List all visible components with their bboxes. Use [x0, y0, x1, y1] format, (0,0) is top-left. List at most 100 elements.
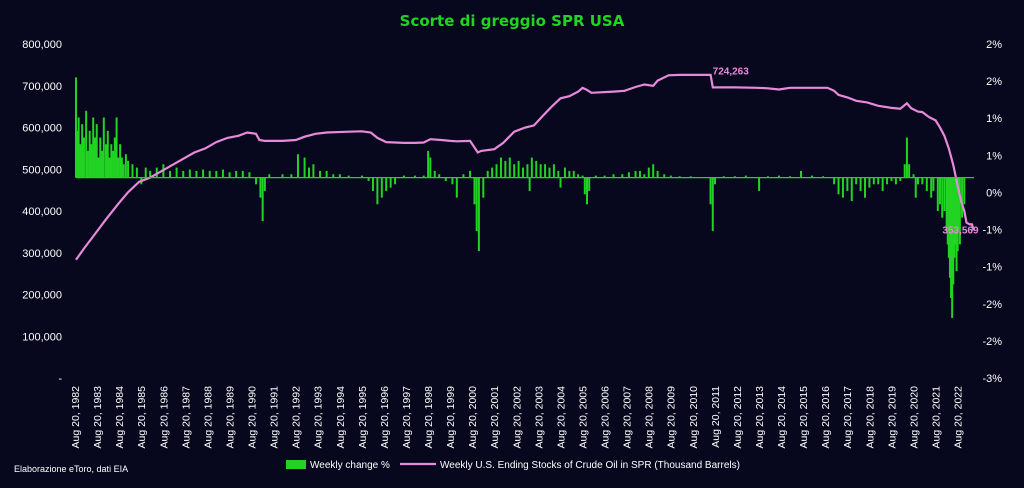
- weekly-change-bar: [585, 177, 588, 205]
- weekly-change-bar: [113, 137, 116, 178]
- right-axis-tick-label: 1%: [986, 113, 1002, 125]
- weekly-change-bar: [102, 117, 105, 178]
- weekly-change-bar: [79, 144, 82, 178]
- weekly-change-bar: [945, 177, 948, 232]
- weekly-change-bar: [255, 177, 258, 185]
- weekly-change-bar: [669, 175, 672, 178]
- weekly-change-bar: [444, 177, 447, 181]
- weekly-change-bar: [168, 170, 171, 178]
- x-axis-tick-label: Aug 20, 1992: [291, 386, 303, 449]
- weekly-change-bar: [841, 177, 844, 198]
- x-axis-tick-label: Aug 20, 1993: [313, 386, 325, 449]
- weekly-change-bar: [643, 174, 646, 178]
- weekly-change-bar: [513, 164, 516, 178]
- left-axis-tick-label: 300,000: [22, 248, 62, 260]
- right-axis-tick-label: -2%: [982, 336, 1002, 348]
- weekly-change-bar: [758, 177, 761, 191]
- right-axis-tick-label: -1%: [982, 262, 1002, 274]
- weekly-change-bar: [954, 177, 957, 245]
- weekly-change-bar: [921, 177, 924, 185]
- legend: Weekly change % Weekly U.S. Ending Stock…: [286, 460, 740, 471]
- weekly-change-bar: [188, 169, 191, 178]
- weekly-change-bar: [905, 137, 908, 178]
- weekly-change-bar: [713, 177, 716, 185]
- weekly-change-bar: [202, 169, 205, 178]
- weekly-change-bar: [499, 157, 502, 178]
- weekly-change-bar: [259, 177, 262, 198]
- weekly-change-bar: [709, 177, 712, 205]
- x-axis-tick-label: Aug 20, 2022: [953, 386, 965, 449]
- weekly-change-bar: [638, 170, 641, 178]
- weekly-change-bar: [75, 77, 77, 178]
- x-axis-tick-label: Aug 20, 2008: [644, 386, 656, 449]
- x-axis-tick-label: Aug 20, 1996: [379, 386, 391, 449]
- weekly-change-bar: [788, 176, 791, 178]
- weekly-change-bar: [955, 177, 958, 272]
- weekly-change-bar: [81, 124, 84, 178]
- weekly-change-bar: [916, 177, 919, 185]
- weekly-change-bar: [678, 176, 681, 178]
- x-axis-tick-label: Aug 20, 2011: [710, 386, 722, 448]
- weekly-change-bar: [528, 177, 531, 191]
- x-axis-tick-label: Aug 20, 1998: [423, 386, 435, 449]
- weekly-change-bar: [131, 164, 134, 178]
- weekly-change-bar: [332, 174, 335, 178]
- weekly-change-bar: [127, 160, 130, 178]
- x-axis-tick-label: Aug 20, 1990: [247, 386, 259, 449]
- weekly-change-bar: [105, 144, 108, 178]
- weekly-change-bar: [544, 164, 547, 178]
- weekly-change-bar: [588, 177, 591, 191]
- weekly-change-bar: [899, 177, 902, 181]
- weekly-change-bar: [868, 177, 871, 188]
- x-axis-tick-label: Aug 20, 2010: [688, 386, 700, 449]
- right-axis-tick-label: 2%: [986, 76, 1002, 88]
- x-axis-tick-label: Aug 20, 1991: [269, 386, 281, 449]
- weekly-change-bar: [594, 175, 597, 178]
- x-axis-tick-label: Aug 20, 2004: [555, 386, 567, 449]
- weekly-change-bar: [535, 160, 538, 178]
- right-axis-tick-label: 1%: [986, 150, 1002, 162]
- weekly-change-bar: [912, 174, 915, 178]
- weekly-change-bar: [248, 172, 251, 178]
- weekly-change-bar: [124, 154, 127, 178]
- weekly-change-bar: [557, 170, 560, 178]
- weekly-change-bar: [475, 177, 478, 232]
- weekly-change-bar: [491, 167, 494, 178]
- x-axis-tick-label: Aug 20, 2018: [864, 386, 876, 449]
- weekly-change-bar: [95, 124, 98, 178]
- weekly-change-bar: [864, 177, 867, 198]
- weekly-change-bar: [92, 117, 95, 178]
- weekly-change-bar: [951, 177, 954, 318]
- weekly-change-bar: [956, 177, 959, 252]
- weekly-change-bar: [800, 170, 803, 178]
- weekly-change-bar: [837, 177, 840, 195]
- weekly-change-bar: [473, 177, 476, 205]
- weekly-change-bar: [689, 176, 692, 178]
- weekly-change-bar: [85, 110, 88, 178]
- weekly-change-bar: [263, 177, 266, 191]
- x-axis-tick-label: Aug 20, 2006: [600, 386, 612, 449]
- weekly-change-bar: [925, 177, 928, 191]
- x-axis-tick-label: Aug 20, 2003: [533, 386, 545, 449]
- x-axis-tick-label: Aug 20, 2016: [820, 386, 832, 449]
- weekly-change-bar: [319, 170, 322, 178]
- weekly-change-bar: [517, 160, 520, 178]
- weekly-change-bar: [389, 177, 392, 188]
- weekly-change-bar: [110, 144, 113, 178]
- x-axis-tick-label: Aug 20, 2017: [842, 386, 854, 449]
- legend-label-spr-stocks: Weekly U.S. Ending Stocks of Crude Oil i…: [440, 460, 740, 471]
- right-y-axis: 2% 2% 1% 1% 0% -1% -1% -2% -2% -3%: [982, 39, 1002, 385]
- weekly-change-bar: [886, 177, 889, 185]
- weekly-change-bar: [451, 177, 454, 185]
- x-axis-tick-label: Aug 20, 1987: [180, 386, 192, 449]
- weekly-change-bar: [846, 177, 849, 191]
- x-axis-tick-label: Aug 20, 1995: [357, 386, 369, 449]
- weekly-change-bar: [963, 177, 966, 205]
- weekly-change-bar: [581, 175, 584, 178]
- weekly-change-bar: [948, 177, 951, 278]
- weekly-change-bar: [290, 174, 293, 178]
- weekly-change-bar: [932, 177, 935, 191]
- weekly-change-bar: [939, 177, 942, 205]
- weekly-change-bar: [303, 157, 306, 178]
- weekly-change-bar: [936, 177, 939, 211]
